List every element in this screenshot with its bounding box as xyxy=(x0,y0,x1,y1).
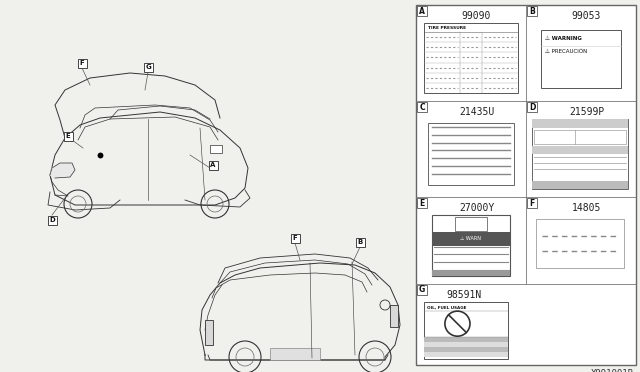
Text: E: E xyxy=(419,199,424,208)
Bar xyxy=(532,119,628,189)
Bar xyxy=(209,160,218,170)
Text: 21435U: 21435U xyxy=(459,107,494,117)
Text: A: A xyxy=(211,162,216,168)
Bar xyxy=(432,215,510,276)
Bar xyxy=(424,342,508,347)
Text: G: G xyxy=(145,64,151,70)
Bar xyxy=(424,337,508,342)
Text: A: A xyxy=(419,6,425,16)
Text: OIL, FUEL USAGE: OIL, FUEL USAGE xyxy=(427,306,467,310)
Text: 14805: 14805 xyxy=(572,203,601,213)
Bar xyxy=(536,219,624,268)
Bar xyxy=(456,217,486,231)
Text: D: D xyxy=(49,217,55,223)
Text: ⚠ WARN: ⚠ WARN xyxy=(461,237,481,241)
Text: F: F xyxy=(292,235,298,241)
Bar xyxy=(205,320,213,345)
Bar xyxy=(424,23,518,93)
Text: G: G xyxy=(419,285,425,295)
Bar xyxy=(417,198,427,208)
Bar xyxy=(47,215,56,224)
Text: D: D xyxy=(529,103,535,112)
Bar xyxy=(416,5,636,365)
Bar xyxy=(428,123,514,185)
Text: B: B xyxy=(529,6,535,16)
Text: 98591N: 98591N xyxy=(447,290,482,300)
Bar xyxy=(424,347,508,352)
Bar xyxy=(527,102,537,112)
Polygon shape xyxy=(50,163,75,178)
Bar xyxy=(355,237,365,247)
Bar xyxy=(541,30,621,88)
Text: F: F xyxy=(79,60,84,66)
Text: ⚠ WARNING: ⚠ WARNING xyxy=(545,36,582,41)
Bar xyxy=(424,302,508,359)
Text: B: B xyxy=(357,239,363,245)
Bar xyxy=(63,131,72,141)
Bar xyxy=(291,234,300,243)
Text: TIRE PRESSURE: TIRE PRESSURE xyxy=(428,26,466,30)
Bar xyxy=(534,130,626,144)
Text: C: C xyxy=(419,103,425,112)
Bar xyxy=(532,146,628,154)
Text: ⚠ PRECAUCIÓN: ⚠ PRECAUCIÓN xyxy=(545,50,588,55)
Bar xyxy=(143,62,152,71)
Bar xyxy=(532,119,628,128)
Bar xyxy=(417,285,427,295)
Bar xyxy=(270,348,320,360)
Bar xyxy=(527,6,537,16)
Bar xyxy=(532,181,628,189)
Bar xyxy=(432,270,510,276)
Text: E: E xyxy=(66,133,70,139)
Text: X991001B: X991001B xyxy=(591,369,634,372)
Bar xyxy=(210,145,222,153)
Bar xyxy=(417,102,427,112)
Text: F: F xyxy=(529,199,534,208)
Text: 99090: 99090 xyxy=(462,11,491,21)
Text: 21599P: 21599P xyxy=(569,107,604,117)
Bar xyxy=(417,6,427,16)
Bar xyxy=(432,232,510,246)
Bar xyxy=(390,305,398,327)
Bar xyxy=(527,198,537,208)
Text: 99053: 99053 xyxy=(572,11,601,21)
Text: 27000Y: 27000Y xyxy=(459,203,494,213)
Bar xyxy=(424,352,508,357)
Bar xyxy=(77,58,86,67)
